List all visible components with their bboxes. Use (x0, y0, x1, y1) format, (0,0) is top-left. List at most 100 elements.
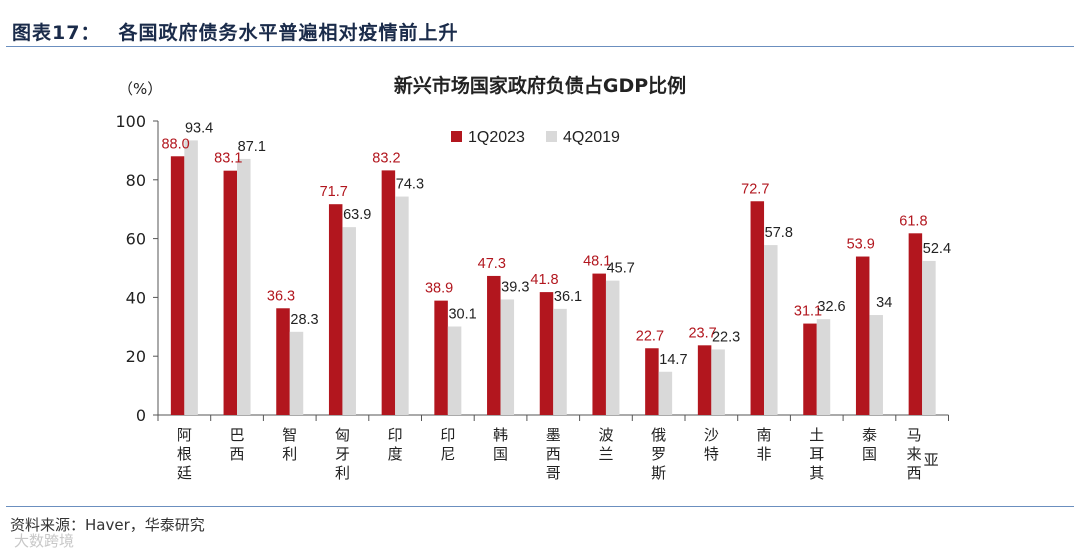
data-label-4q2019: 22.3 (712, 329, 740, 345)
bar-4q2019 (342, 227, 356, 415)
data-label-1q2023: 83.2 (372, 150, 400, 166)
figure-title: 各国政府债务水平普遍相对疫情前上升 (118, 22, 459, 44)
data-label-1q2023: 47.3 (478, 256, 506, 272)
bar-1q2023 (328, 204, 343, 415)
category-label: 波兰 (598, 426, 613, 463)
data-label-4q2019: 39.3 (501, 279, 529, 295)
bar-1q2023 (592, 273, 606, 415)
data-label-1q2023: 83.1 (214, 151, 242, 167)
bar-4q2019 (658, 371, 673, 415)
category-label: 韩国 (493, 426, 508, 463)
data-label-4q2019: 52.4 (923, 241, 951, 257)
bar-1q2023 (170, 156, 185, 415)
data-label-1q2023: 88.0 (161, 136, 189, 152)
bar-1q2023 (487, 275, 501, 415)
y-tick-label: 20 (126, 347, 146, 366)
bar-1q2023 (434, 300, 448, 415)
legend-swatch-4q2019 (546, 131, 557, 142)
data-label-4q2019: 87.1 (238, 139, 266, 155)
bar-4q2019 (289, 331, 304, 415)
bar-1q2023 (539, 292, 554, 415)
data-label-1q2023: 48.1 (583, 254, 611, 270)
data-label-1q2023: 23.7 (688, 325, 716, 341)
bar-1q2023 (276, 308, 290, 415)
bar-4q2019 (922, 260, 936, 415)
header-rule (6, 46, 1074, 47)
y-tick-label: 60 (126, 230, 146, 249)
category-label: 沙特 (704, 426, 719, 463)
legend: 1Q2023 4Q2019 (451, 129, 620, 146)
category-label: 俄罗斯 (651, 426, 666, 482)
data-label-4q2019: 28.3 (290, 312, 318, 328)
bar-4q2019 (711, 349, 725, 415)
legend-label-1q2023: 1Q2023 (468, 129, 525, 146)
y-tick-label: 0 (136, 406, 146, 425)
bar-4q2019 (237, 158, 251, 415)
data-label-1q2023: 22.7 (636, 328, 664, 344)
bar-4q2019 (500, 299, 515, 415)
category-label: 墨西哥 (546, 426, 561, 482)
figure-number: 图表17： (12, 22, 101, 44)
bar-4q2019 (605, 280, 620, 415)
bar-4q2019 (764, 245, 778, 415)
data-label-1q2023: 71.7 (320, 184, 348, 200)
bar-1q2023 (381, 170, 396, 415)
category-label: 印尼 (440, 426, 455, 463)
data-label-4q2019: 34 (876, 295, 892, 311)
data-label-1q2023: 72.7 (741, 181, 769, 197)
data-label-1q2023: 41.8 (530, 272, 558, 288)
category-label: 匈牙利 (335, 426, 350, 482)
legend-label-4q2019: 4Q2019 (563, 129, 620, 146)
y-tick-label: 80 (126, 171, 146, 190)
bar-4q2019 (553, 308, 567, 415)
chart-title: 新兴市场国家政府负债占GDP比例 (394, 74, 686, 97)
bar-1q2023 (803, 323, 817, 415)
watermark-text: 大数跨境 (14, 532, 75, 550)
bar-1q2023 (645, 348, 659, 415)
bar-4q2019 (816, 319, 831, 415)
bar-series (170, 140, 936, 416)
data-label-1q2023: 38.9 (425, 281, 453, 297)
bar-1q2023 (750, 201, 765, 415)
legend-swatch-1q2023 (451, 131, 462, 142)
bar-1q2023 (908, 233, 923, 415)
bar-4q2019 (395, 196, 409, 415)
category-label: 阿根廷 (177, 426, 192, 482)
category-label: 智利 (282, 426, 297, 463)
data-label-1q2023: 61.8 (899, 213, 927, 229)
value-labels: 88.093.483.187.1 36.3 28.3 71.7 63.9 83.2 74.3… (161, 120, 951, 367)
bar-4q2019 (447, 326, 462, 415)
y-tick-label: 100 (115, 112, 146, 131)
data-label-4q2019: 74.3 (396, 177, 424, 193)
data-label-4q2019: 30.1 (448, 307, 476, 323)
bar-1q2023 (697, 345, 712, 415)
bar-4q2019 (184, 140, 198, 416)
data-label-1q2023: 36.3 (267, 288, 295, 304)
data-label-4q2019: 63.9 (343, 207, 371, 223)
data-label-4q2019: 14.7 (659, 352, 687, 368)
footer-rule (6, 506, 1074, 507)
category-label: 土耳其 (809, 426, 824, 482)
category-label: 泰国 (862, 426, 877, 463)
data-label-4q2019: 57.8 (765, 225, 793, 241)
bar-4q2019 (869, 315, 883, 415)
data-label-4q2019: 93.4 (185, 120, 213, 136)
y-tick-label: 40 (126, 288, 146, 307)
bar-1q2023 (223, 170, 238, 415)
bar-1q2023 (855, 256, 870, 415)
data-label-1q2023: 31.1 (794, 304, 822, 320)
data-label-4q2019: 32.6 (817, 299, 845, 315)
source-note: 资料来源：Haver，华泰研究 (10, 516, 205, 534)
figure-header: 图表17： 各国政府债务水平普遍相对疫情前上升 (12, 18, 458, 45)
category-label: 南非 (757, 426, 772, 463)
y-axis-unit-label: （%） (118, 80, 162, 98)
category-label: 印度 (388, 426, 403, 463)
data-label-4q2019: 45.7 (607, 261, 635, 277)
data-label-1q2023: 53.9 (847, 237, 875, 253)
y-axis: 0 20 40 60 80 100 (115, 112, 159, 425)
category-label: 巴西 (230, 426, 245, 463)
category-label: 马来西亚 (907, 426, 939, 482)
x-axis (157, 414, 949, 421)
